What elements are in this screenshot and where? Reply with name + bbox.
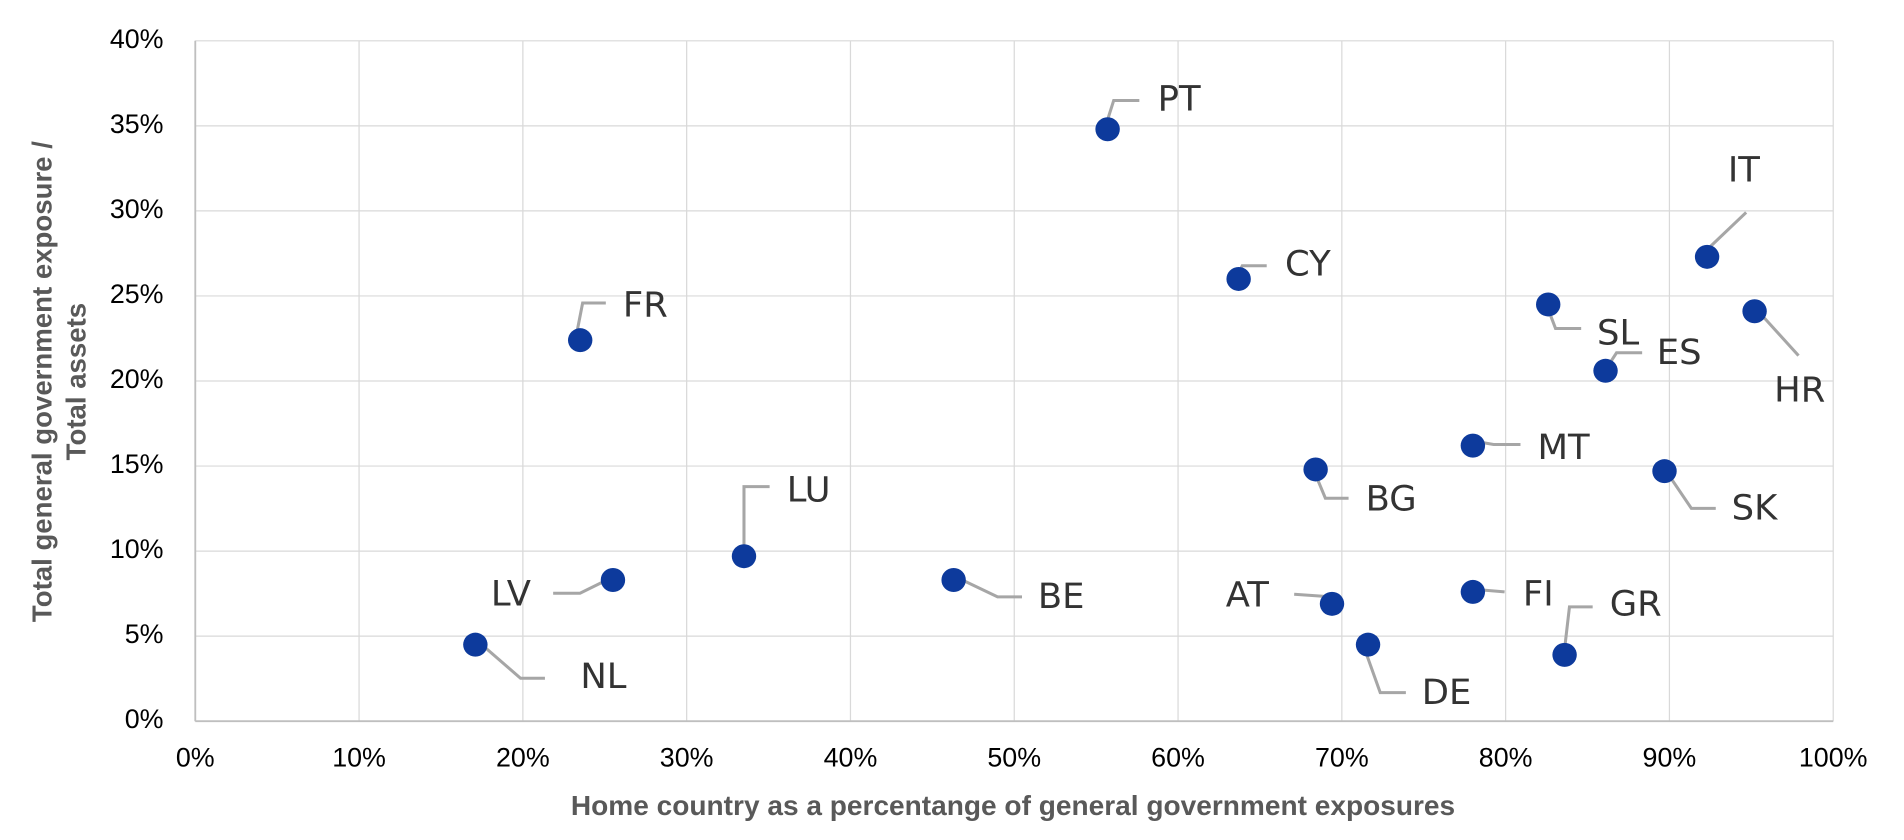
point-label: CY (1285, 244, 1331, 285)
leader-line (553, 578, 608, 595)
data-point (1742, 299, 1767, 324)
x-tick-label: 40% (824, 743, 878, 773)
point-label: HR (1774, 370, 1825, 411)
point-label: PT (1158, 79, 1202, 120)
data-point (600, 568, 626, 593)
point-label: IT (1728, 150, 1761, 191)
y-axis-title: Total general government exposure / (26, 141, 57, 622)
data-point (1319, 591, 1345, 616)
point-label: LV (491, 574, 531, 615)
leader-line (1706, 211, 1748, 251)
leader-line (1665, 471, 1716, 510)
leader-line (575, 301, 606, 335)
y-tick-label: 40% (110, 24, 164, 54)
x-tick-label: 90% (1643, 743, 1697, 773)
x-tick-label: 50% (987, 743, 1041, 773)
y-tick-label: 0% (125, 704, 164, 734)
data-point (567, 328, 593, 353)
y-tick-label: 30% (110, 194, 164, 224)
x-tick-label: 80% (1479, 743, 1533, 773)
point-label: AT (1226, 575, 1270, 616)
point-label: SK (1732, 488, 1779, 529)
point-label: MT (1538, 427, 1591, 468)
x-tick-label: 0% (176, 743, 215, 773)
x-tick-label: 30% (660, 743, 714, 773)
x-tick-label: 70% (1315, 743, 1369, 773)
y-tick-label: 25% (110, 279, 164, 309)
point-label: BG (1366, 479, 1417, 520)
data-point (1303, 457, 1328, 482)
data-point (1552, 642, 1577, 667)
data-point (1226, 266, 1251, 291)
x-axis-title: Home country as a percentange of general… (571, 790, 1455, 821)
leader-line (956, 576, 1022, 599)
point-label: GR (1610, 584, 1662, 625)
point-label: ES (1657, 332, 1702, 373)
x-tick-label: 60% (1151, 743, 1205, 773)
data-point (731, 544, 757, 569)
y-tick-label: 15% (110, 449, 164, 479)
data-point (1652, 459, 1677, 484)
y-tick-label: 10% (110, 534, 164, 564)
leader-line (478, 641, 545, 680)
x-tick-label: 10% (332, 743, 386, 773)
point-label: BE (1038, 576, 1085, 617)
x-tick-label: 20% (496, 743, 550, 773)
leader-line (742, 485, 770, 550)
y-tick-label: 20% (110, 364, 164, 394)
point-label: DE (1422, 672, 1472, 713)
leader-line (1563, 605, 1593, 650)
point-label: FI (1523, 574, 1554, 615)
data-point (1536, 292, 1561, 317)
leader-line (1757, 310, 1800, 357)
x-tick-label: 100% (1799, 743, 1868, 773)
leader-line (1362, 647, 1406, 695)
data-point (1355, 632, 1381, 657)
leader-line (1106, 98, 1140, 121)
y-tick-label: 35% (110, 109, 164, 139)
data-point (1460, 433, 1486, 458)
y-tick-label: 5% (125, 619, 164, 649)
data-point (1593, 358, 1618, 383)
y-axis-title: Total assets (60, 303, 91, 460)
data-point (1694, 244, 1720, 269)
data-point (941, 568, 966, 593)
data-point (1460, 579, 1486, 604)
data-point (463, 632, 488, 657)
point-label: SL (1597, 313, 1640, 354)
point-label: FR (623, 285, 668, 326)
point-label: NL (580, 656, 627, 697)
point-label: LU (787, 470, 831, 511)
data-point (1095, 117, 1120, 142)
